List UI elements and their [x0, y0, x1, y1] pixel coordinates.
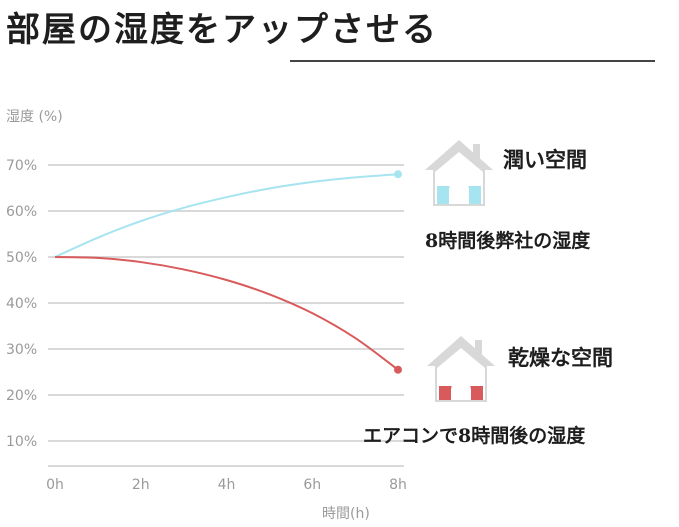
dry-series-end-point [394, 365, 402, 374]
dry-space-label: 乾燥な空間 [508, 345, 613, 370]
x-tick-label: 6h [303, 477, 321, 493]
x-tick-label: 8h [389, 477, 407, 493]
dry-space-subtitle: エアコンで8時間後の湿度 [363, 425, 586, 447]
humid-series-end-point [394, 170, 402, 179]
y-tick-label: 50% [6, 250, 37, 266]
y-axis-label: 湿度 (%) [6, 109, 63, 125]
dry-series-line [54, 256, 399, 371]
y-tick-label: 40% [6, 296, 37, 312]
page-title: 部屋の湿度をアップさせる [6, 10, 438, 50]
humid-space-label: 潤い空間 [503, 147, 587, 172]
y-tick-label: 60% [6, 204, 37, 220]
humid-space-subtitle: 8時間後弊社の湿度 [425, 230, 591, 252]
x-tick-label: 4h [218, 477, 236, 493]
y-tick-label: 20% [6, 388, 37, 404]
house-icon [427, 336, 495, 402]
y-tick-label: 10% [6, 434, 37, 450]
y-tick-label: 70% [6, 158, 37, 174]
x-tick-label: 2h [132, 477, 150, 493]
humid-series-line [54, 173, 399, 258]
x-tick-label: 0h [46, 477, 64, 493]
title-underline [290, 60, 655, 62]
house-icon [425, 140, 493, 206]
x-axis-label: 時間(h) [322, 506, 370, 522]
y-tick-label: 30% [6, 342, 37, 358]
